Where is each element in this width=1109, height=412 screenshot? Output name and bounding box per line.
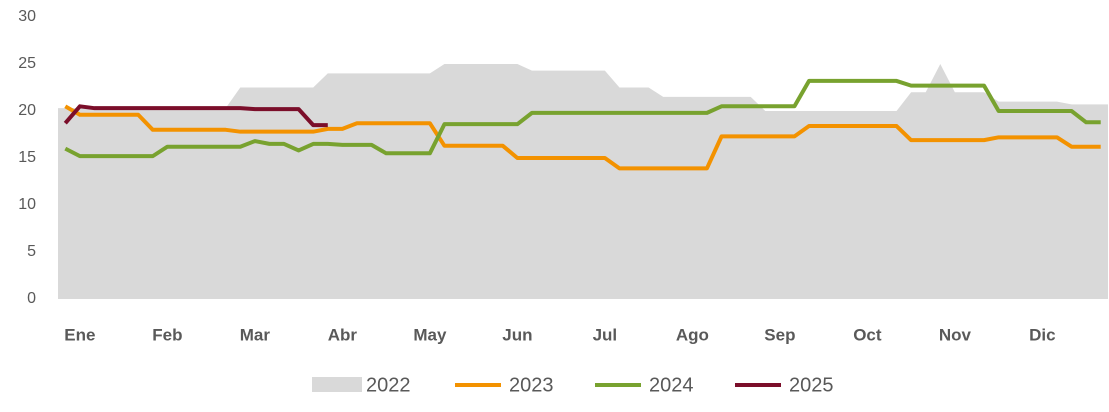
x-tick-label: Mar bbox=[240, 325, 271, 344]
legend-label: 2023 bbox=[509, 374, 554, 396]
y-tick-label: 20 bbox=[18, 102, 36, 119]
y-tick-label: 25 bbox=[18, 55, 36, 72]
line bbox=[64, 78, 1101, 159]
x-tick-label: Nov bbox=[939, 325, 972, 344]
x-tick-label: Jul bbox=[593, 325, 618, 344]
x-tick-label: Oct bbox=[853, 325, 882, 344]
x-tick-label: Sep bbox=[764, 325, 795, 344]
legend-label: 2025 bbox=[789, 374, 834, 396]
x-tick-label: Dic bbox=[1029, 325, 1055, 344]
y-tick-label: 0 bbox=[27, 290, 36, 307]
x-tick-label: Ago bbox=[676, 325, 709, 344]
line bbox=[63, 104, 328, 128]
y-tick-label: 5 bbox=[27, 243, 36, 260]
y-tick-label: 15 bbox=[18, 149, 36, 166]
area bbox=[58, 64, 1108, 299]
x-tick-label: Jun bbox=[502, 325, 532, 344]
legend-label: 2022 bbox=[366, 374, 411, 396]
y-tick-label: 10 bbox=[18, 196, 36, 213]
legend-swatch bbox=[312, 377, 362, 392]
legend-label: 2024 bbox=[649, 374, 694, 396]
x-tick-label: Abr bbox=[328, 325, 358, 344]
y-tick-label: 30 bbox=[18, 8, 36, 25]
x-tick-label: May bbox=[413, 325, 447, 344]
x-tick-label: Ene bbox=[64, 325, 95, 344]
x-tick-label: Feb bbox=[152, 325, 182, 344]
line bbox=[64, 104, 1101, 171]
